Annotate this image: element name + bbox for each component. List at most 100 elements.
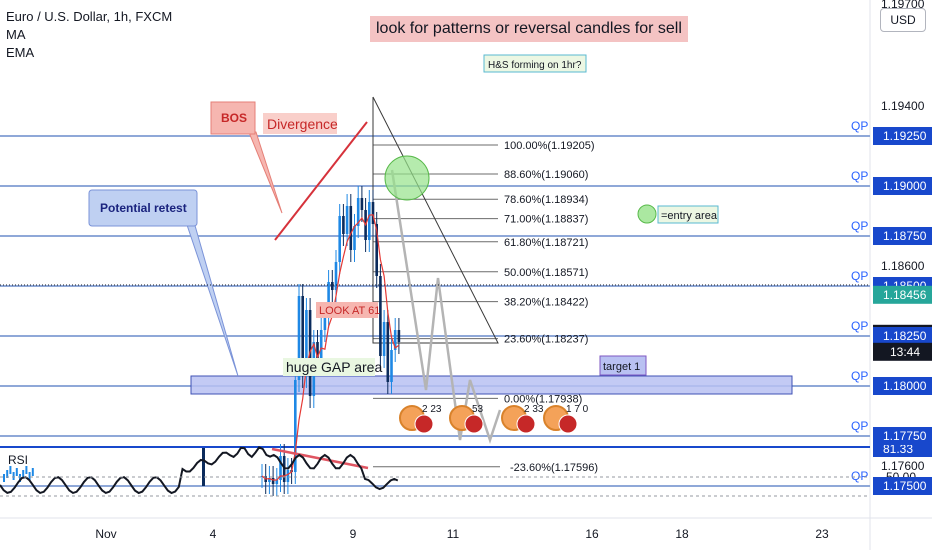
- candle-body: [334, 262, 338, 290]
- candle-body: [316, 342, 319, 362]
- price-tag-text: 1.18750: [883, 229, 927, 243]
- countdown-tag: [873, 342, 932, 361]
- ma-line: [261, 214, 400, 481]
- hs-note-box: [483, 54, 587, 73]
- candles: [3, 186, 401, 496]
- fib-level-label: 78.60%(1.18934): [504, 194, 588, 206]
- qp-label: QP: [851, 469, 868, 483]
- candle-body: [349, 206, 353, 250]
- price-axis-panel[interactable]: [870, 0, 932, 550]
- candle-body: [368, 202, 371, 240]
- economic-events[interactable]: 2 23 53 2 33 1 7 0: [399, 404, 589, 434]
- divergence-label: Divergence: [267, 116, 338, 132]
- currency-button[interactable]: USD: [880, 8, 926, 32]
- look-at-box: [316, 302, 378, 318]
- bos-label: BOS: [221, 111, 247, 125]
- qp-label: QP: [851, 169, 868, 183]
- candle-body: [279, 456, 282, 480]
- time-tick: 11: [447, 527, 460, 541]
- fib-level-label: 38.20%(1.18422): [504, 297, 588, 309]
- price-tag: [873, 227, 932, 245]
- bos-callout[interactable]: BOS: [210, 101, 283, 214]
- candle-body: [331, 282, 334, 290]
- candle-body: [31, 468, 34, 476]
- gap-zone[interactable]: [190, 375, 793, 395]
- price-tag-text: 1.19000: [883, 179, 927, 193]
- fib-level-label: 61.80%(1.18721): [504, 237, 588, 249]
- fib-level-label: -23.60%(1.17596): [510, 462, 598, 474]
- time-tick: 4: [210, 527, 217, 541]
- qp-label: QP: [851, 269, 868, 283]
- projected-path[interactable]: [390, 169, 502, 444]
- candle-body: [275, 480, 279, 484]
- fibonacci-retracement[interactable]: 100.00%(1.19205) 88.60%(1.19060) 78.60%(1.…: [373, 140, 598, 474]
- candle-body: [375, 224, 378, 276]
- price-tag-text: 1.18456: [883, 288, 927, 302]
- candle-body: [286, 470, 290, 482]
- divergence-box: [263, 113, 337, 134]
- potential-retest-callout[interactable]: Potential retest: [88, 189, 239, 377]
- candle-body: [356, 198, 360, 226]
- time-tick: 9: [350, 527, 357, 541]
- event-count: 1 7 0: [566, 404, 589, 415]
- candle-body: [386, 322, 390, 382]
- indicator-ma[interactable]: MA: [6, 27, 26, 42]
- event-count: 2 33: [524, 404, 544, 415]
- price-tag: [873, 377, 932, 395]
- qp-label: QP: [851, 369, 868, 383]
- event-count: 2 23: [422, 404, 442, 415]
- candle-body: [323, 316, 327, 330]
- fib-level-label: 50.00%(1.18571): [504, 267, 588, 279]
- candle-body: [390, 350, 393, 382]
- candle-body: [12, 472, 15, 480]
- candle-body: [360, 198, 364, 210]
- symbol-title[interactable]: Euro / U.S. Dollar, 1h, FXCM: [6, 9, 173, 24]
- bos-trendline: [274, 121, 368, 241]
- price-tag-text: 1.17500: [883, 479, 927, 493]
- candle-body: [397, 330, 401, 342]
- candle-body: [9, 466, 12, 474]
- price-tag: [873, 327, 932, 345]
- indicator-ema[interactable]: EMA: [6, 45, 35, 60]
- potential-retest-label: Potential retest: [100, 201, 187, 215]
- candle-body: [271, 478, 275, 484]
- usa-flag-icon: [464, 414, 484, 434]
- gap-label-box: [283, 358, 375, 376]
- qp-label: QP: [851, 119, 868, 133]
- candle-body: [342, 216, 345, 234]
- candle-body: [15, 468, 18, 476]
- price-tag-text: 1.19250: [883, 129, 927, 143]
- candle-body: [3, 474, 5, 482]
- time-tick: 23: [815, 527, 829, 541]
- fib-level-label: 88.60%(1.19060): [504, 169, 588, 181]
- candle-body: [268, 478, 271, 482]
- entry-legend-circle: [637, 204, 657, 224]
- candle-body: [353, 226, 356, 250]
- rsi-line: [0, 446, 399, 495]
- price-tick: 1.19400: [881, 99, 925, 113]
- qp-label: QP: [851, 419, 868, 433]
- time-tick: 16: [585, 527, 599, 541]
- fib-level-label: 0.00%(1.17938): [504, 393, 582, 405]
- fib-level-label: 23.60%(1.18237): [504, 334, 588, 346]
- candle-body: [379, 276, 382, 356]
- top-note: look for patterns or reversal candles fo…: [370, 16, 688, 42]
- candle-body: [25, 466, 28, 474]
- entry-circle[interactable]: [384, 155, 430, 201]
- price-tick: 1.19700: [881, 0, 925, 11]
- candle-body: [327, 282, 330, 316]
- candle-body: [338, 216, 341, 262]
- candle-body: [382, 322, 386, 356]
- target-label: target 1: [603, 361, 640, 373]
- price-axis-labels: 1.19700 1.19400 1.18600 1.17600 1.19250 1.190…: [873, 0, 932, 495]
- price-tag: [873, 285, 932, 304]
- usa-flag-icon: [516, 414, 536, 434]
- qp-label: QP: [851, 319, 868, 333]
- chart-legend: Euro / U.S. Dollar, 1h, FXCM MA EMA: [6, 8, 172, 62]
- fib-level-label: 71.00%(1.18837): [504, 214, 588, 226]
- price-tick: 1.17600: [881, 459, 925, 473]
- target-box: [599, 355, 647, 376]
- hs-note-text: H&S forming on 1hr?: [488, 60, 582, 71]
- rsi-label: RSI: [8, 453, 28, 467]
